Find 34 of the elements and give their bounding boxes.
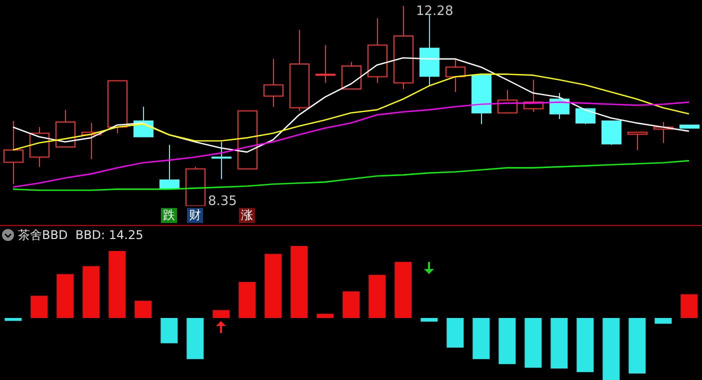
bar xyxy=(368,274,386,318)
bar xyxy=(446,318,464,348)
candlestick xyxy=(316,45,336,83)
bar xyxy=(576,318,594,372)
bar xyxy=(602,318,620,380)
bar xyxy=(472,318,490,360)
bar xyxy=(628,318,646,374)
bar xyxy=(420,318,438,322)
chart-title: 茶舍BBD BBD: 14.25 xyxy=(18,226,144,244)
bar xyxy=(186,318,204,360)
text: 涨 xyxy=(239,208,255,223)
bar xyxy=(680,294,698,318)
annotation: 8.35 xyxy=(208,194,237,209)
annotation: 12.28 xyxy=(416,4,454,19)
bar xyxy=(4,318,22,321)
bar xyxy=(654,318,672,324)
bar xyxy=(394,262,412,318)
bar xyxy=(290,246,308,318)
bar xyxy=(56,274,74,318)
bar xyxy=(30,296,48,318)
bar xyxy=(550,318,568,368)
text: 跌 xyxy=(161,208,177,223)
bar xyxy=(160,318,178,344)
bar xyxy=(108,251,126,318)
bar xyxy=(524,318,542,368)
bar xyxy=(264,254,282,318)
bar xyxy=(498,318,516,364)
bar xyxy=(134,300,152,318)
bar xyxy=(82,266,100,318)
text: 财 xyxy=(187,208,203,223)
bar xyxy=(238,282,256,318)
bar xyxy=(316,314,334,318)
bar xyxy=(212,310,230,318)
bar xyxy=(342,291,360,318)
